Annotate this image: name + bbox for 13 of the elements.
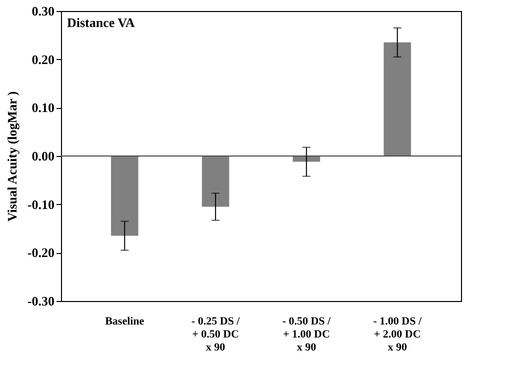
y-tick-label: 0.10 xyxy=(32,100,54,116)
y-tick-label: 0.30 xyxy=(32,4,54,18)
x-tick-label: Baseline xyxy=(105,316,144,328)
y-tick-label: 0.00 xyxy=(32,148,54,164)
y-axis-title: Visual Acuity (logMar ) xyxy=(4,91,20,222)
y-tick-label: -0.30 xyxy=(27,294,54,308)
x-tick-label: - 1.00 DS / + 2.00 DC x 90 xyxy=(373,316,422,354)
y-tick-label: -0.10 xyxy=(27,196,54,212)
x-tick-label: - 0.25 DS / + 0.50 DC x 90 xyxy=(191,316,241,354)
y-tick-label: -0.20 xyxy=(27,245,54,260)
y-tick-label: 0.20 xyxy=(32,52,54,67)
chart-title: Distance VA xyxy=(67,15,136,30)
x-tick-label: - 0.50 DS / + 1.00 DC x 90 xyxy=(282,316,332,354)
